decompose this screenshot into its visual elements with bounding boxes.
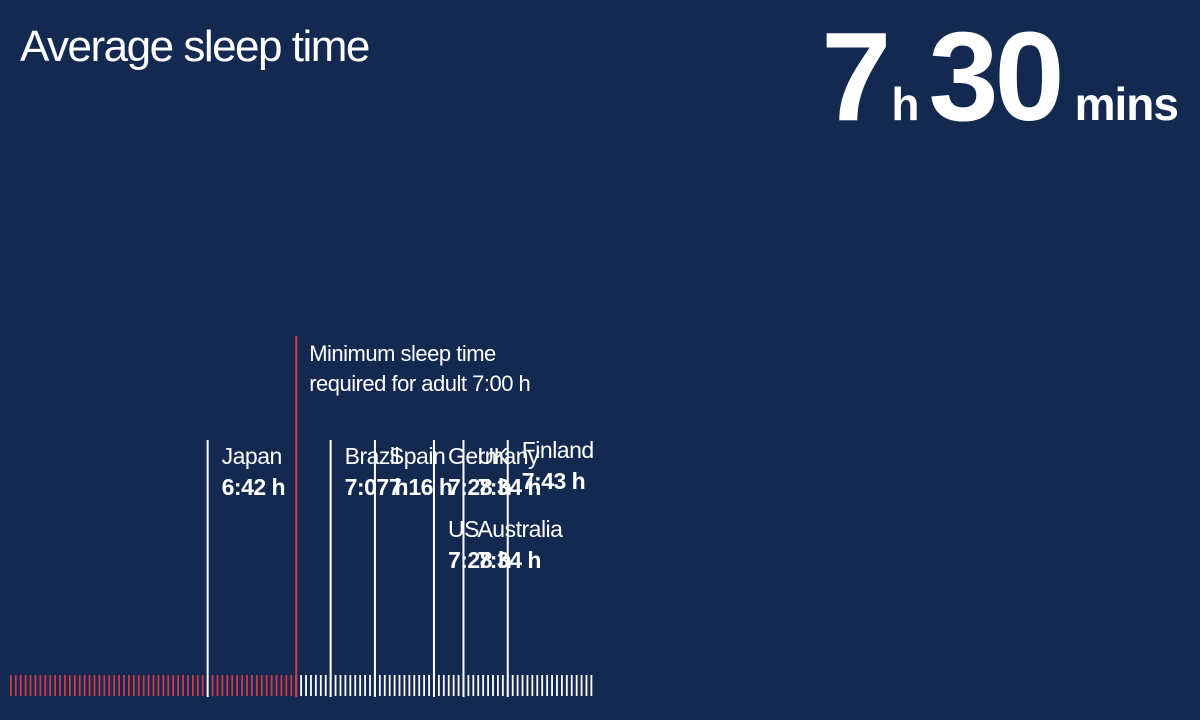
country-value-germany: 7:28 h bbox=[448, 474, 511, 500]
country-value-spain: 7:16 h bbox=[389, 474, 452, 500]
headline-hours-unit: h bbox=[891, 78, 919, 130]
country-value-australia: 7:34 h bbox=[477, 547, 540, 573]
country-name-brazil: Brazil bbox=[345, 443, 400, 469]
threshold-label-line2: required for adult 7:00 h bbox=[309, 371, 530, 396]
country-name-australia: Australia bbox=[477, 516, 563, 542]
headline-minutes: 30 bbox=[928, 6, 1064, 147]
country-value-finland: 7:43 h bbox=[522, 468, 585, 494]
country-value-japan: 6:42 h bbox=[222, 474, 285, 500]
headline-minutes-unit: mins bbox=[1074, 78, 1179, 130]
threshold-label-line1: Minimum sleep time bbox=[309, 341, 496, 366]
country-value-uk: 7:34 h bbox=[477, 474, 540, 500]
country-name-spain: Spain bbox=[389, 443, 445, 469]
country-name-finland: Finland bbox=[522, 437, 594, 463]
chart-title: Average sleep time bbox=[20, 22, 370, 71]
country-name-japan: Japan bbox=[222, 443, 282, 469]
country-name-uk: UK bbox=[477, 443, 509, 469]
country-value-brazil: 7:07 h bbox=[345, 474, 408, 500]
country-value-us: 7:28 h bbox=[448, 547, 511, 573]
average-sleep-headline: 7 h 30 mins bbox=[821, 6, 1179, 147]
headline-hours: 7 bbox=[821, 6, 891, 147]
